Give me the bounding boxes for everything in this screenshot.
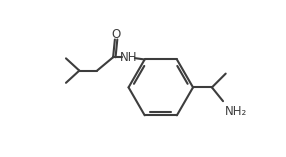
Text: NH: NH bbox=[120, 51, 137, 64]
Text: NH₂: NH₂ bbox=[225, 105, 247, 118]
Text: O: O bbox=[112, 28, 121, 41]
